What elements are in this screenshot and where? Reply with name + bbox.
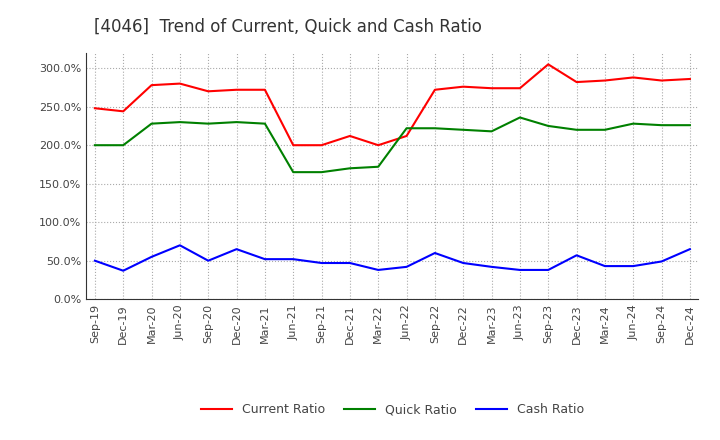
Cash Ratio — [516, 267, 524, 272]
Quick Ratio — [572, 127, 581, 132]
Current Ratio — [176, 81, 184, 86]
Quick Ratio — [289, 169, 297, 175]
Cash Ratio — [233, 246, 241, 252]
Cash Ratio — [204, 258, 212, 263]
Current Ratio — [119, 109, 127, 114]
Quick Ratio — [91, 143, 99, 148]
Quick Ratio — [544, 123, 552, 128]
Quick Ratio — [148, 121, 156, 126]
Cash Ratio — [318, 260, 326, 266]
Quick Ratio — [431, 126, 439, 131]
Cash Ratio — [374, 267, 382, 272]
Current Ratio — [204, 88, 212, 94]
Quick Ratio — [233, 119, 241, 125]
Current Ratio — [289, 143, 297, 148]
Current Ratio — [318, 143, 326, 148]
Quick Ratio — [459, 127, 467, 132]
Cash Ratio — [685, 246, 694, 252]
Cash Ratio — [629, 264, 637, 269]
Quick Ratio — [261, 121, 269, 126]
Current Ratio — [600, 78, 609, 83]
Cash Ratio — [487, 264, 496, 269]
Current Ratio — [91, 106, 99, 111]
Quick Ratio — [346, 165, 354, 171]
Cash Ratio — [600, 264, 609, 269]
Cash Ratio — [657, 259, 666, 264]
Cash Ratio — [91, 258, 99, 263]
Cash Ratio — [346, 260, 354, 266]
Line: Quick Ratio: Quick Ratio — [95, 117, 690, 172]
Quick Ratio — [487, 128, 496, 134]
Cash Ratio — [261, 257, 269, 262]
Current Ratio — [402, 133, 411, 139]
Quick Ratio — [204, 121, 212, 126]
Current Ratio — [148, 83, 156, 88]
Cash Ratio — [176, 243, 184, 248]
Current Ratio — [431, 87, 439, 92]
Current Ratio — [487, 85, 496, 91]
Current Ratio — [516, 85, 524, 91]
Legend: Current Ratio, Quick Ratio, Cash Ratio: Current Ratio, Quick Ratio, Cash Ratio — [196, 398, 589, 421]
Quick Ratio — [657, 122, 666, 128]
Quick Ratio — [402, 126, 411, 131]
Cash Ratio — [148, 254, 156, 260]
Cash Ratio — [402, 264, 411, 269]
Current Ratio — [459, 84, 467, 89]
Line: Cash Ratio: Cash Ratio — [95, 246, 690, 271]
Cash Ratio — [119, 268, 127, 273]
Quick Ratio — [685, 122, 694, 128]
Current Ratio — [233, 87, 241, 92]
Line: Current Ratio: Current Ratio — [95, 64, 690, 145]
Quick Ratio — [516, 115, 524, 120]
Current Ratio — [572, 79, 581, 84]
Cash Ratio — [289, 257, 297, 262]
Current Ratio — [629, 75, 637, 80]
Quick Ratio — [600, 127, 609, 132]
Quick Ratio — [176, 119, 184, 125]
Cash Ratio — [544, 267, 552, 272]
Current Ratio — [374, 143, 382, 148]
Current Ratio — [261, 87, 269, 92]
Current Ratio — [685, 77, 694, 82]
Current Ratio — [346, 133, 354, 139]
Quick Ratio — [119, 143, 127, 148]
Current Ratio — [657, 78, 666, 83]
Current Ratio — [544, 62, 552, 67]
Quick Ratio — [374, 164, 382, 169]
Text: [4046]  Trend of Current, Quick and Cash Ratio: [4046] Trend of Current, Quick and Cash … — [94, 18, 482, 36]
Cash Ratio — [431, 250, 439, 256]
Cash Ratio — [459, 260, 467, 266]
Quick Ratio — [629, 121, 637, 126]
Cash Ratio — [572, 253, 581, 258]
Quick Ratio — [318, 169, 326, 175]
